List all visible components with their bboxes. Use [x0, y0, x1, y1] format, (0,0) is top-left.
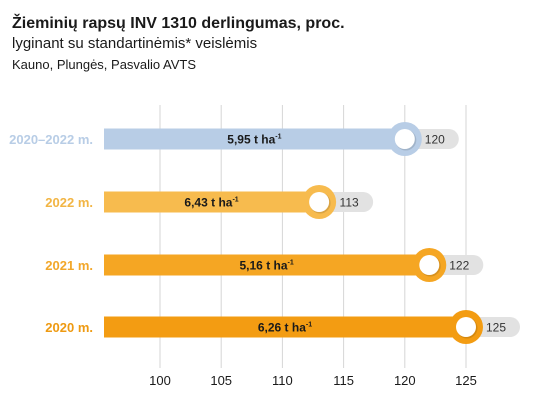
yield-label: 6,26 t ha-1: [258, 321, 312, 335]
chart-header: Žieminių rapsų INV 1310 derlingumas, pro…: [12, 14, 345, 74]
yield-label: 6,43 t ha-1: [184, 196, 238, 210]
category-label: 2022 m.: [45, 195, 93, 210]
yield-label: 5,95 t ha-1: [227, 133, 281, 147]
x-tick-label: 105: [210, 373, 232, 388]
category-label: 2020 m.: [45, 320, 93, 335]
x-tick-label: 115: [333, 373, 354, 388]
value-label: 122: [449, 259, 469, 273]
x-tick-label: 110: [272, 373, 293, 388]
yield-label: 5,16 t ha-1: [240, 259, 294, 273]
category-label: 2021 m.: [45, 258, 93, 273]
bar: [104, 191, 320, 213]
bar-knob-center: [394, 129, 415, 149]
bar: [104, 316, 466, 338]
bar-knob-center: [309, 192, 330, 212]
bar: [104, 254, 430, 276]
chart-source: Kauno, Plungės, Pasvalio AVTS: [12, 57, 197, 72]
x-tick-label: 100: [149, 373, 171, 388]
chart-subtitle: lyginant su standartinėmis* veislėmis: [12, 35, 258, 52]
x-tick-label: 125: [455, 373, 477, 388]
category-label: 2020–2022 m.: [9, 132, 93, 147]
x-tick-label: 120: [394, 373, 416, 388]
value-label: 125: [486, 321, 506, 335]
bar-knob-center: [419, 255, 440, 275]
bar: [104, 128, 405, 150]
bar-knob-center: [456, 317, 476, 337]
value-label: 120: [425, 133, 445, 147]
chart-title: Žieminių rapsų INV 1310 derlingumas, pro…: [12, 15, 345, 32]
value-label: 113: [340, 196, 359, 210]
